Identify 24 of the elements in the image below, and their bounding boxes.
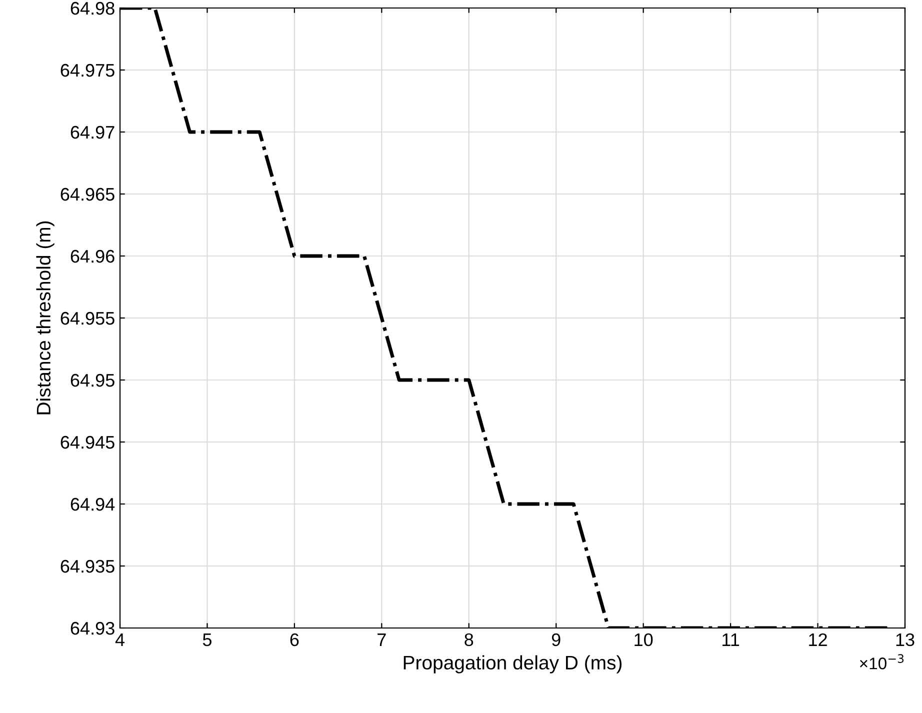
x-tick-label: 4: [115, 634, 124, 646]
y-tick-label: 64.95: [70, 374, 114, 387]
x-tick-label: 11: [722, 634, 740, 646]
x-tick-label: 10: [634, 633, 653, 646]
y-tick-label: 64.93: [70, 622, 114, 635]
x-tick-label: 12: [809, 633, 827, 646]
y-tick-label: 64.97: [70, 126, 114, 139]
y-tick-label: 64.96: [70, 250, 114, 263]
x-tick-label: 13: [896, 633, 914, 646]
y-tick-label: 64.98: [70, 2, 114, 15]
y-axis-title: Distance threshold (m): [36, 221, 54, 414]
x-axis-title: Propagation delay D (ms): [404, 655, 622, 674]
y-tick-label: 64.94: [70, 498, 115, 511]
y-tick-label: 64.965: [60, 188, 114, 201]
x-tick-label: 6: [290, 633, 299, 646]
x-tick-label: 9: [552, 633, 560, 646]
y-tick-label: 64.975: [60, 64, 114, 77]
y-tick-label: 64.945: [60, 436, 114, 449]
y-tick-label: 64.935: [60, 560, 114, 573]
x-tick-label: 5: [202, 634, 212, 646]
text: ×10$^{−3}$: [860, 654, 904, 670]
x-tick-label: 7: [378, 634, 386, 646]
x-tick-label: 8: [464, 633, 474, 646]
y-tick-label: 64.955: [60, 312, 114, 325]
